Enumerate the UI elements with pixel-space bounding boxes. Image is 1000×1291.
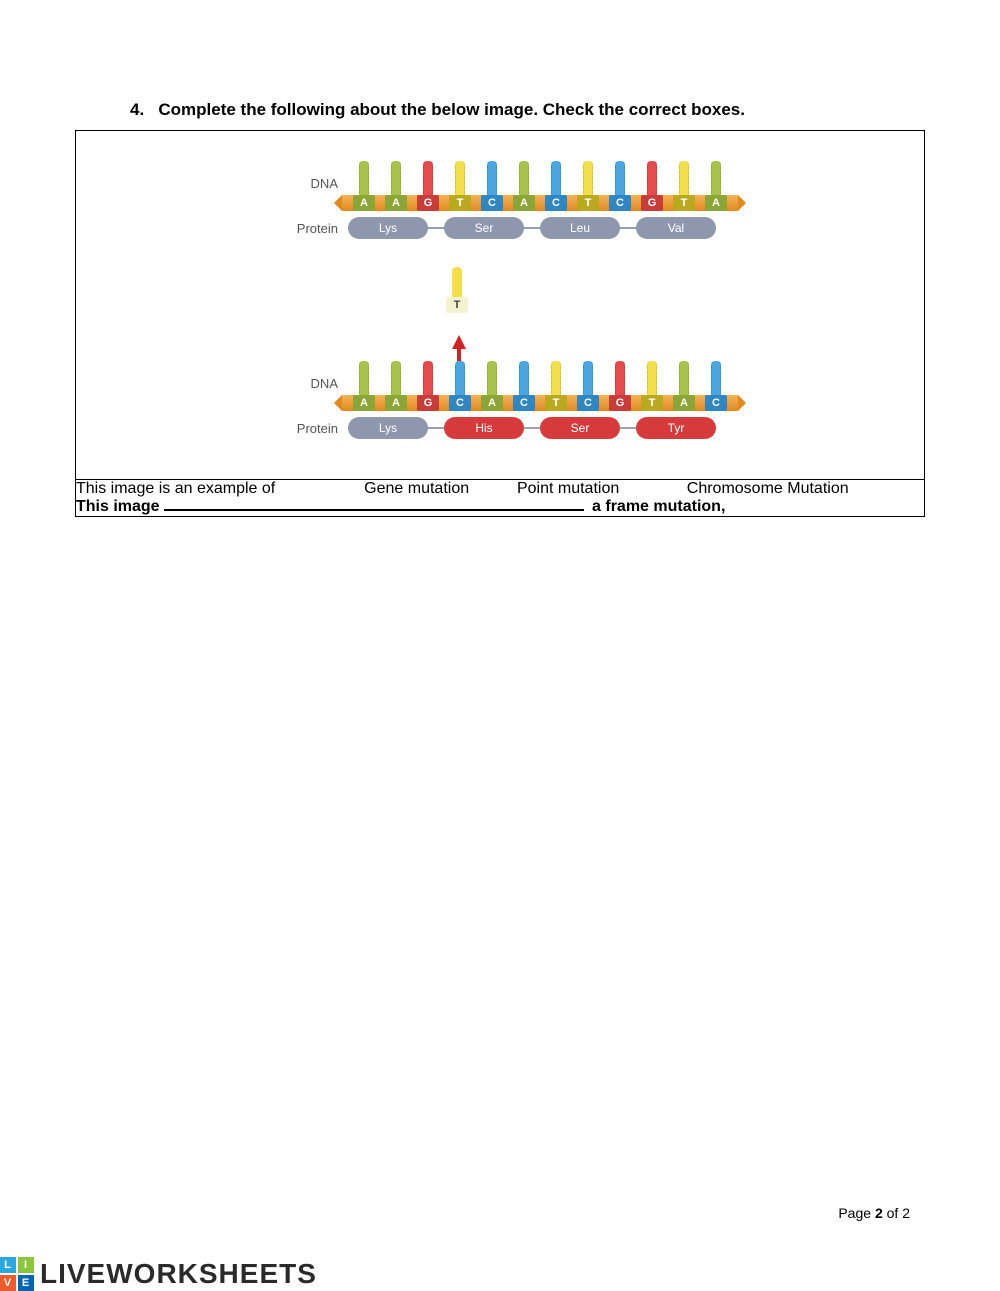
question-header: 4. Complete the following about the belo…	[75, 100, 925, 120]
dna-label-bottom: DNA	[268, 376, 338, 391]
protein-label-top: Protein	[268, 221, 338, 236]
protein-track-top: Lys Ser Leu Val	[348, 217, 732, 239]
amino-acid: Val	[636, 217, 716, 239]
liveworksheets-brand: LIVE LIVEWORKSHEETS	[0, 1257, 317, 1291]
nucleotide: C	[446, 361, 474, 411]
arrow-up-icon	[452, 335, 466, 349]
nucleotide: A	[350, 161, 378, 211]
brand-text: LIVEWORKSHEETS	[40, 1258, 317, 1290]
insertion-indicator: T	[348, 253, 732, 313]
dna-strand-bottom: AAGCACTCGTAC	[348, 355, 732, 411]
nucleotide: C	[606, 161, 634, 211]
fill-row: This image a frame mutation,	[76, 498, 925, 517]
amino-acid: Lys	[348, 417, 428, 439]
nucleotide: A	[350, 361, 378, 411]
row2-suffix: a frame mutation,	[588, 498, 726, 515]
insert-letter: T	[446, 297, 468, 313]
option-gene-mutation[interactable]: Gene mutation	[364, 480, 517, 499]
nucleotide: G	[638, 161, 666, 211]
amino-acid: His	[444, 417, 524, 439]
mutation-diagram: DNA AAGTCACTCGTA Protein LysSerLeuVal T	[268, 151, 732, 439]
nucleotide: T	[542, 361, 570, 411]
option-point-mutation[interactable]: Point mutation	[517, 480, 687, 499]
nucleotide: A	[382, 361, 410, 411]
nucleotide: T	[574, 161, 602, 211]
nucleotide: T	[670, 161, 698, 211]
nucleotide: G	[606, 361, 634, 411]
nucleotide: A	[510, 161, 538, 211]
row2-prefix: This image	[76, 498, 160, 515]
option-chromosome-mutation[interactable]: Chromosome Mutation	[687, 480, 925, 499]
options-row: This image is an example of Gene mutatio…	[76, 480, 925, 499]
worksheet-table: DNA AAGTCACTCGTA Protein LysSerLeuVal T	[75, 130, 925, 517]
question-number: 4.	[130, 100, 144, 119]
brand-logo-icon: LIVE	[0, 1257, 34, 1291]
nucleotide: T	[446, 161, 474, 211]
amino-acid: Leu	[540, 217, 620, 239]
nucleotide: C	[574, 361, 602, 411]
fill-blank[interactable]	[164, 509, 584, 511]
page-number: Page 2 of 2	[838, 1205, 910, 1221]
nucleotide: A	[702, 161, 730, 211]
nucleotide: A	[670, 361, 698, 411]
nucleotide: G	[414, 161, 442, 211]
nucleotide: C	[478, 161, 506, 211]
dna-strand-top: AAGTCACTCGTA	[348, 155, 732, 211]
protein-label-bottom: Protein	[268, 421, 338, 436]
nucleotide: A	[382, 161, 410, 211]
row1-prompt: This image is an example of	[76, 480, 365, 499]
amino-acid: Lys	[348, 217, 428, 239]
question-text: Complete the following about the below i…	[158, 100, 745, 119]
nucleotide: C	[702, 361, 730, 411]
nucleotide: A	[478, 361, 506, 411]
nucleotide: C	[542, 161, 570, 211]
amino-acid: Ser	[540, 417, 620, 439]
frame-mutation-cell: This image a frame mutation,	[76, 498, 925, 517]
dna-label-top: DNA	[268, 176, 338, 191]
protein-track-bottom: Lys His Ser Tyr	[348, 417, 732, 439]
nucleotide: G	[414, 361, 442, 411]
amino-acid: Tyr	[636, 417, 716, 439]
nucleotide: T	[638, 361, 666, 411]
amino-acid: Ser	[444, 217, 524, 239]
nucleotide: C	[510, 361, 538, 411]
diagram-cell: DNA AAGTCACTCGTA Protein LysSerLeuVal T	[76, 131, 925, 480]
